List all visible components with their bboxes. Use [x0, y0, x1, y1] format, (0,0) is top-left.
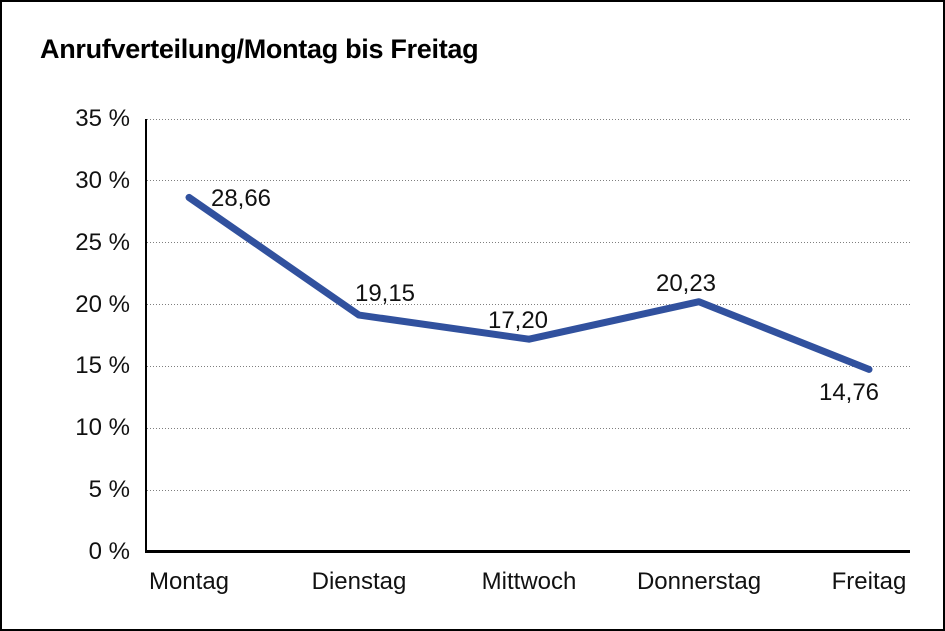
y-tick-label: 0 %	[88, 538, 130, 565]
y-tick-label: 30 %	[75, 166, 130, 194]
data-point-label: 14,76	[818, 379, 880, 407]
x-axis	[145, 550, 910, 553]
y-tick-label: 15 %	[75, 352, 130, 380]
x-tick-label: Montag	[148, 568, 230, 595]
y-tick-label: 20 %	[75, 290, 130, 318]
y-tick-label: 35 %	[75, 105, 130, 132]
y-tick-label: 25 %	[75, 228, 130, 256]
grid-line	[147, 427, 910, 429]
series-line	[185, 193, 873, 373]
y-tick-label: 5 %	[88, 476, 130, 504]
chart-title: Anrufverteilung/Montag bis Freitag	[40, 34, 479, 64]
x-tick-label: Donnerstag	[636, 568, 762, 595]
grid-line	[147, 304, 910, 306]
x-tick-label: Mittwoch	[481, 568, 577, 595]
grid-line	[147, 242, 910, 244]
data-point-label: 17,20	[487, 307, 549, 335]
x-tick-label: Freitag	[831, 568, 907, 595]
data-point-label: 28,66	[210, 185, 272, 213]
data-point-label: 20,23	[655, 269, 717, 297]
grid-line	[147, 118, 910, 120]
grid-line	[147, 180, 910, 182]
data-point-label: 19,15	[354, 280, 416, 308]
x-tick-label: Dienstag	[311, 568, 407, 595]
grid-line	[147, 489, 910, 491]
y-tick-label: 10 %	[75, 414, 130, 442]
y-axis	[145, 119, 147, 552]
grid-line	[147, 365, 910, 367]
